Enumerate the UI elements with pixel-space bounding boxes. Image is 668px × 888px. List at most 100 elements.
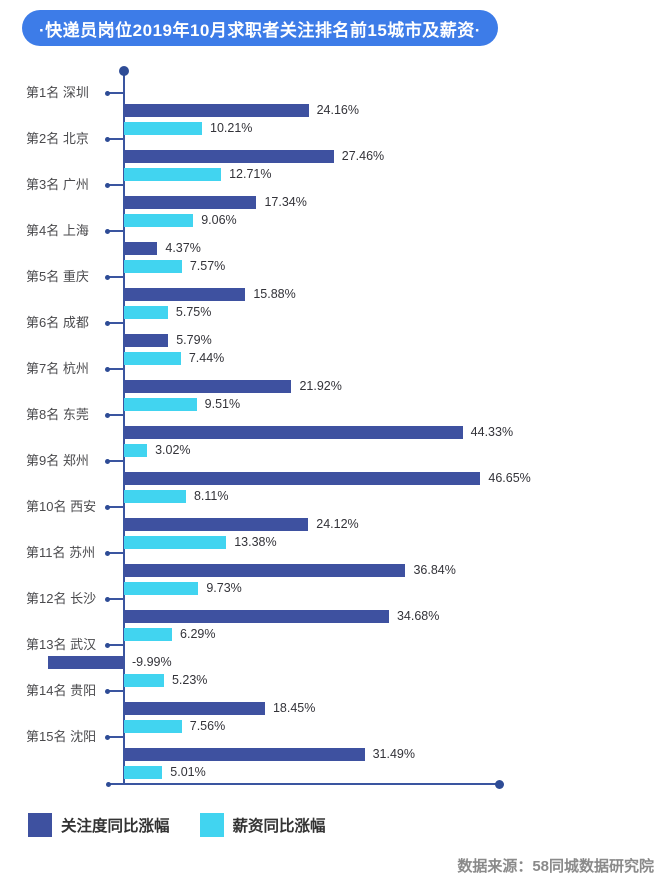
salary-bar — [124, 674, 164, 687]
chart-title-pill: ·快递员岗位2019年10月求职者关注排名前15城市及薪资· — [22, 10, 498, 46]
category-label: 第11名 苏州 — [26, 545, 96, 560]
salary-bar — [124, 214, 194, 227]
value-label: 9.06% — [201, 213, 237, 227]
value-label: 4.37% — [165, 241, 201, 255]
category-label: 第10名 西安 — [26, 499, 97, 514]
salary-bar — [124, 536, 227, 549]
category-tick-dot — [105, 596, 110, 602]
value-label: 3.02% — [155, 443, 191, 457]
value-label: 24.16% — [316, 103, 359, 117]
category-label: 第2名 北京 — [26, 131, 89, 146]
value-label: 17.34% — [264, 195, 307, 209]
category-label: 第12名 长沙 — [26, 591, 97, 606]
legend: 关注度同比涨幅 薪资同比涨幅 — [28, 813, 326, 837]
salary-bar — [124, 628, 173, 641]
category-tick-line — [107, 644, 124, 646]
salary-bar — [124, 168, 222, 181]
value-label: 5.75% — [175, 305, 212, 319]
attention-bar — [124, 702, 265, 715]
category-label: 第1名 深圳 — [26, 85, 89, 100]
attention-bar — [124, 426, 463, 439]
value-label: 24.12% — [316, 517, 359, 531]
salary-bar — [124, 122, 202, 135]
salary-bar — [124, 352, 181, 365]
salary-bar — [124, 398, 197, 411]
horizontal-axis-line — [108, 783, 500, 785]
category-tick-line — [107, 276, 124, 278]
category-label: 第3名 广州 — [26, 177, 89, 192]
value-label: 8.11% — [193, 489, 229, 503]
category-tick-dot — [105, 274, 110, 280]
salary-bar — [124, 582, 199, 595]
category-label: 第8名 东莞 — [26, 407, 89, 422]
attention-bar — [124, 196, 257, 209]
attention-bar — [47, 656, 124, 669]
category-tick-line — [107, 506, 124, 508]
salary-bar — [124, 720, 182, 733]
category-tick-dot — [105, 642, 110, 648]
attention-bar — [124, 380, 292, 393]
legend-label-attention: 关注度同比涨幅 — [61, 818, 170, 835]
category-tick-line — [107, 414, 124, 416]
category-tick-dot — [105, 734, 110, 740]
category-tick-dot — [105, 182, 110, 188]
category-tick-dot — [105, 228, 110, 234]
category-tick-dot — [105, 136, 110, 142]
category-tick-line — [107, 598, 124, 600]
value-label: 34.68% — [396, 609, 440, 623]
legend-item-salary: 薪资同比涨幅 — [199, 813, 326, 837]
value-label: 7.56% — [189, 719, 226, 733]
category-label: 第15名 沈阳 — [26, 729, 97, 744]
category-label: 第7名 杭州 — [26, 361, 89, 376]
category-label: 第13名 武汉 — [26, 637, 97, 652]
category-tick-line — [107, 736, 124, 738]
value-label: 21.92% — [299, 379, 342, 393]
value-label: 44.33% — [470, 425, 514, 439]
attention-bar — [124, 564, 406, 577]
category-label: 第14名 贵阳 — [26, 683, 97, 698]
attention-bar — [124, 288, 246, 301]
category-tick-dot — [105, 320, 110, 326]
value-label: 18.45% — [272, 701, 316, 715]
value-label: 10.21% — [210, 121, 253, 135]
bar-chart: 第1名 深圳 24.16% 10.21% 第2名 北京 27.46% 12.71% 第3名 … — [26, 66, 531, 789]
category-tick-line — [107, 92, 124, 94]
legend-item-attention: 关注度同比涨幅 — [28, 813, 170, 837]
value-label: 36.84% — [413, 563, 456, 577]
chart-title: ·快递员岗位2019年10月求职者关注排名前15城市及薪资· — [39, 20, 481, 40]
value-label: 5.23% — [171, 673, 208, 687]
salary-bar — [124, 490, 186, 503]
attention-bar — [124, 472, 481, 485]
value-label: 7.44% — [188, 351, 225, 365]
attention-bar — [124, 334, 169, 347]
attention-bar — [124, 104, 309, 117]
category-tick-line — [107, 322, 124, 324]
attention-bar — [124, 748, 365, 761]
category-tick-dot — [105, 90, 110, 96]
category-tick-line — [107, 184, 124, 186]
value-label: 6.29% — [180, 627, 216, 641]
value-label: 5.79% — [176, 333, 212, 347]
attention-series-swatch — [28, 813, 52, 837]
salary-series-swatch — [199, 813, 224, 837]
value-label: 9.73% — [206, 581, 242, 595]
value-label: 5.01% — [170, 765, 206, 779]
category-tick-line — [107, 460, 124, 462]
value-label: 15.88% — [253, 287, 296, 301]
attention-bar — [124, 242, 158, 255]
category-tick-dot — [105, 412, 110, 418]
salary-bar — [124, 306, 168, 319]
value-label: 7.57% — [189, 259, 226, 273]
salary-bar — [124, 766, 163, 779]
category-tick-line — [107, 552, 124, 554]
category-tick-dot — [105, 458, 110, 464]
category-label: 第6名 成都 — [26, 315, 89, 330]
category-tick-dot — [105, 688, 110, 694]
category-tick-dot — [105, 366, 110, 372]
salary-bar — [124, 260, 182, 273]
category-label: 第4名 上海 — [26, 223, 89, 238]
data-source-credit: 数据来源：58同城数据研究院 — [457, 858, 654, 875]
value-label: 9.51% — [204, 397, 241, 411]
attention-bar — [124, 518, 309, 531]
category-tick-dot — [105, 504, 110, 510]
